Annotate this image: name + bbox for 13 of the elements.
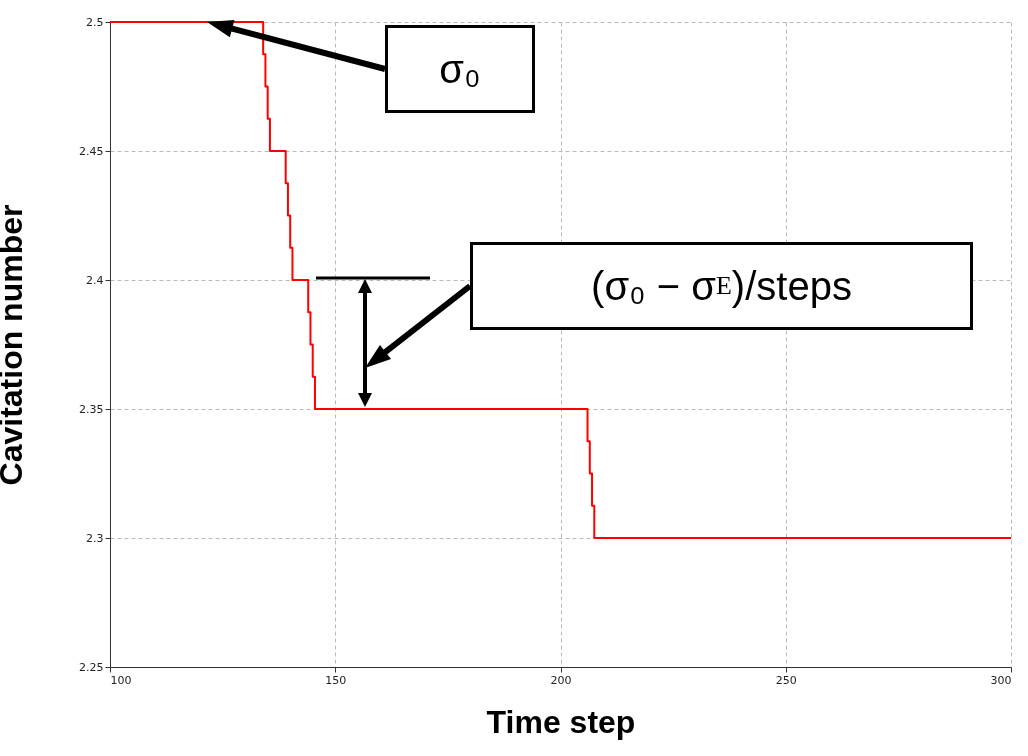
- y-tick-label: 2.35: [79, 402, 104, 416]
- x-tick-label: 150: [325, 673, 347, 687]
- y-tick-label: 2.45: [79, 144, 104, 158]
- text-box: σ₀: [385, 25, 535, 113]
- y-tick-label: 2.4: [86, 273, 104, 287]
- x-tick-label: 300: [990, 673, 1012, 687]
- x-tick-label: 200: [550, 673, 572, 687]
- y-tick-label: 2.3: [86, 531, 104, 545]
- y-tick-label: 2.25: [79, 660, 104, 674]
- y-tick-label: 2.5: [86, 15, 104, 29]
- x-axis-title: Time step: [486, 703, 636, 740]
- x-tick-label: 250: [775, 673, 797, 687]
- x-tick-label: 100: [110, 673, 132, 687]
